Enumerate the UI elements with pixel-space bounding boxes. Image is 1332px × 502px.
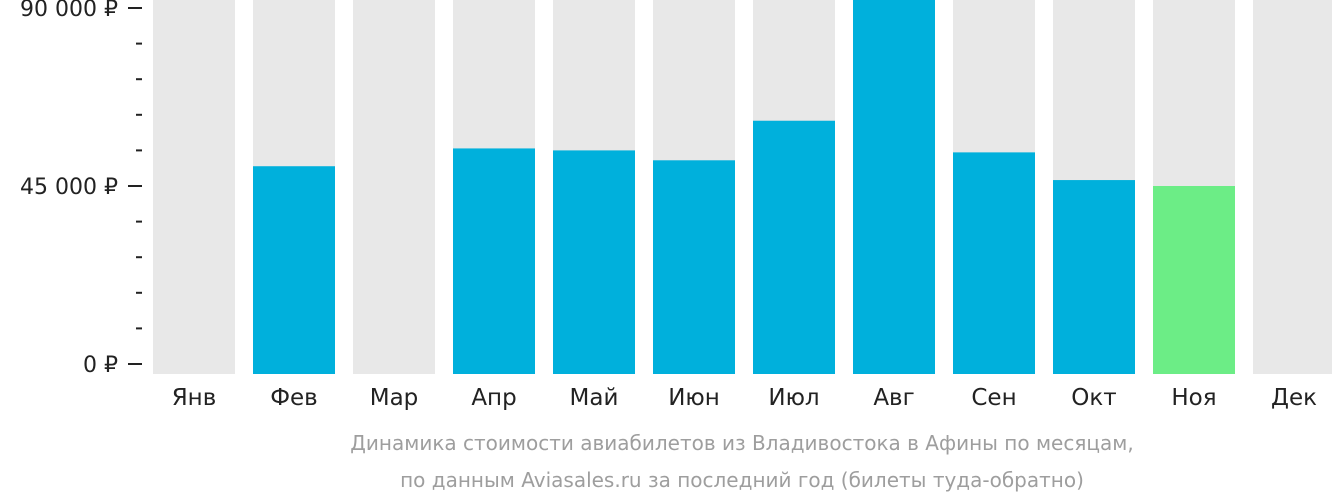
y-tick-label: 90 000 ₽ — [20, 0, 118, 22]
y-axis: 0 ₽ 45 000 ₽ 90 000 ₽ — [20, 0, 142, 378]
x-tick-label: Июл — [768, 385, 819, 411]
bar-11[interactable] — [1153, 186, 1235, 374]
x-tick-label: Авг — [873, 385, 914, 411]
x-axis-labels: Янв Фев Мар Апр Май Июн Июл Авг Сен Окт Ноя Дек — [172, 385, 1317, 411]
bar-6[interactable] — [653, 160, 735, 374]
chart-caption: Динамика стоимости авиабилетов из Владив… — [350, 431, 1133, 492]
x-tick-label: Мар — [370, 385, 419, 411]
x-tick-label: Май — [570, 385, 619, 411]
x-tick-label: Окт — [1071, 385, 1116, 411]
x-tick-label: Сен — [971, 385, 1016, 411]
bar-background-1 — [153, 0, 235, 374]
x-tick-label: Дек — [1271, 385, 1317, 411]
bar-7[interactable] — [753, 120, 835, 374]
bar-8[interactable] — [853, 0, 935, 375]
x-tick-label: Апр — [471, 385, 516, 411]
y-tick-label: 45 000 ₽ — [20, 175, 118, 200]
bar-5[interactable] — [553, 150, 635, 374]
bar-2[interactable] — [253, 166, 335, 374]
bars-group — [153, 0, 1332, 375]
y-tick-label: 0 ₽ — [83, 353, 118, 378]
bar-10[interactable] — [1053, 180, 1135, 374]
bar-background-3 — [353, 0, 435, 374]
bar-4[interactable] — [453, 148, 535, 374]
x-tick-label: Фев — [270, 385, 318, 411]
caption-line-2: по данным Aviasales.ru за последний год … — [400, 468, 1084, 492]
caption-line-1: Динамика стоимости авиабилетов из Владив… — [350, 431, 1133, 455]
bar-9[interactable] — [953, 152, 1035, 374]
x-tick-label: Июн — [668, 385, 720, 411]
x-tick-label: Ноя — [1171, 385, 1216, 411]
bar-background-12 — [1253, 0, 1332, 374]
x-tick-label: Янв — [172, 385, 217, 411]
